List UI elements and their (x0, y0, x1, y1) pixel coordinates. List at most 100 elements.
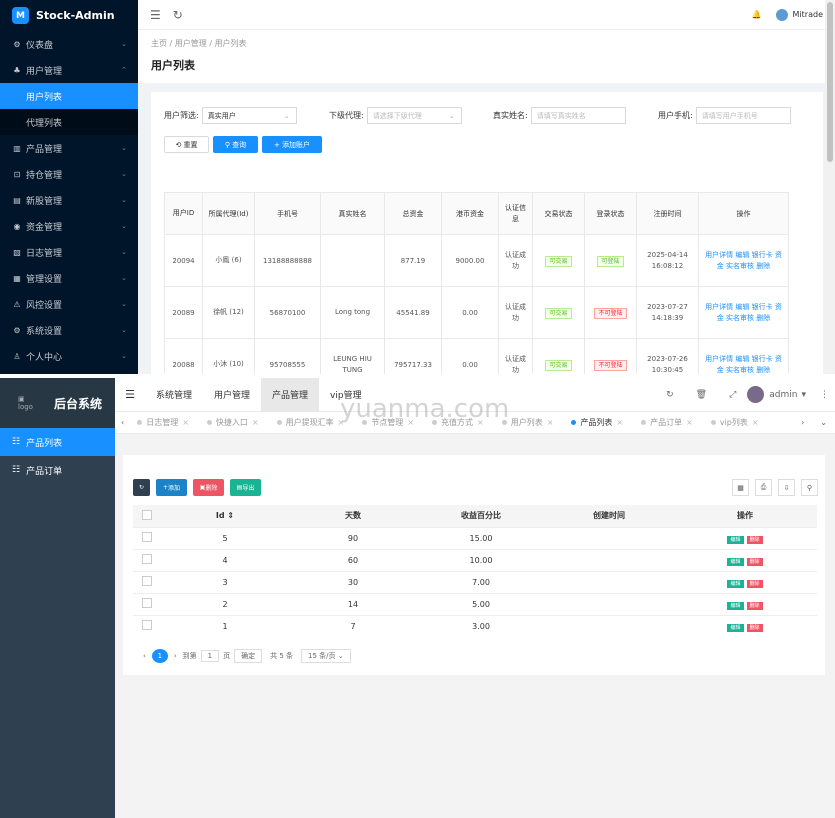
user-detail-link[interactable]: 用户详情 (705, 354, 734, 363)
select-all-checkbox[interactable] (142, 509, 152, 520)
page-number-input[interactable]: 1 (200, 650, 220, 662)
user-detail-link[interactable]: 用户详情 (705, 250, 734, 259)
row-checkbox[interactable] (142, 532, 152, 542)
sidebar-item[interactable]: ♣ 用户管理 ⌃ (0, 57, 138, 83)
phone-input[interactable]: 请填写用户手机号 (695, 107, 791, 124)
user-detail-link[interactable]: 用户详情 (705, 302, 734, 311)
refresh-icon[interactable]: ↻ (666, 389, 674, 400)
column-toggle-button[interactable]: ▦ (732, 479, 749, 496)
kyc-review-link[interactable]: 实名审核 (726, 313, 754, 322)
user-filter-select[interactable]: 真实用户 ⌄ (201, 107, 297, 124)
sidebar-item[interactable]: ⊡ 持仓管理 ⌄ (0, 161, 138, 187)
tabs-scroll-left-icon[interactable]: ‹ (121, 418, 125, 427)
delete-row-button[interactable]: 删除 (746, 601, 763, 610)
edit-button[interactable]: 编辑 (727, 535, 744, 544)
page-tab[interactable]: 充值方式 × (423, 417, 493, 428)
page-tab[interactable]: 用户提现汇率 × (268, 417, 354, 428)
bank-card-link[interactable]: 银行卡 (751, 250, 773, 259)
page-tab[interactable]: vip列表 × (702, 417, 768, 428)
delete-row-button[interactable]: 删除 (746, 535, 763, 544)
reset-button[interactable]: ⟲ 重置 (164, 136, 209, 153)
add-button[interactable]: + 添加 (156, 479, 187, 496)
prev-page-icon[interactable]: ‹ (143, 652, 146, 660)
close-icon[interactable]: × (251, 418, 259, 427)
funds-link[interactable]: 资金 (716, 354, 782, 374)
bank-card-link[interactable]: 银行卡 (751, 302, 773, 311)
more-vertical-icon[interactable]: ⋮ (820, 389, 829, 400)
delete-row-button[interactable]: 删除 (746, 623, 763, 632)
delete-link[interactable]: 删除 (756, 313, 771, 322)
close-icon[interactable]: × (407, 418, 415, 427)
menu-fold-icon[interactable]: ☰ (150, 7, 161, 22)
sort-icon[interactable]: ⇕ (224, 511, 235, 521)
sidebar-item[interactable]: ♙ 个人中心 ⌄ (0, 343, 138, 369)
sidebar-item[interactable]: ▧ 日志管理 ⌄ (0, 239, 138, 265)
sidebar-item[interactable]: ▤ 新股管理 ⌄ (0, 187, 138, 213)
close-icon[interactable]: × (477, 418, 484, 427)
top-nav-item[interactable]: 用户管理 (214, 391, 251, 401)
current-page-button[interactable]: 1 (151, 649, 168, 663)
download-button[interactable]: ⇩ (778, 479, 795, 496)
row-checkbox[interactable] (142, 620, 152, 631)
edit-link[interactable]: 编辑 (735, 250, 750, 259)
edit-button[interactable]: 编辑 (727, 623, 744, 632)
bell-icon[interactable]: 🔔 (751, 10, 762, 19)
page-tab[interactable]: 节点管理 × (353, 417, 423, 428)
close-icon[interactable]: × (751, 418, 759, 427)
edit-button[interactable]: 编辑 (727, 601, 744, 610)
refresh-table-button[interactable]: ↻ (133, 479, 150, 496)
delete-row-button[interactable]: 删除 (746, 557, 763, 566)
search-toggle-button[interactable]: ⚲ (801, 479, 818, 496)
delete-row-button[interactable]: 删除 (746, 579, 763, 588)
page-tab[interactable]: 产品列表 × (562, 417, 632, 428)
top-nav-item[interactable]: 系统管理 (156, 391, 193, 401)
kyc-review-link[interactable]: 实名审核 (726, 365, 754, 374)
edit-button[interactable]: 编辑 (727, 579, 744, 588)
print-button[interactable]: ⎙ (755, 479, 772, 496)
trash-icon[interactable]: 🗑 (695, 389, 708, 400)
sidebar-item[interactable]: ☷ 产品列表 (0, 428, 115, 456)
submenu-item[interactable]: 代理列表 (0, 109, 138, 135)
page-tab[interactable]: 日志管理 × (128, 417, 198, 428)
caret-down-icon[interactable]: ▾ (801, 389, 806, 400)
edit-link[interactable]: 编辑 (735, 354, 750, 363)
edit-link[interactable]: 编辑 (735, 302, 750, 311)
avatar[interactable] (775, 8, 788, 21)
bank-card-link[interactable]: 银行卡 (751, 354, 773, 363)
goto-confirm-button[interactable]: 确定 (234, 649, 263, 663)
top-nav-item[interactable]: vip管理 (330, 391, 362, 401)
search-button[interactable]: ⚲ 查询 (213, 136, 258, 153)
page-tab[interactable]: 快捷入口 × (198, 417, 268, 428)
admin-avatar[interactable] (747, 386, 765, 403)
sidebar-item[interactable]: ☷ 产品订单 (0, 456, 115, 484)
delete-link[interactable]: 删除 (756, 261, 771, 270)
menu-toggle-icon[interactable]: ☰ (125, 388, 135, 401)
close-icon[interactable]: × (337, 418, 345, 427)
sidebar-item[interactable]: ▦ 管理设置 ⌄ (0, 265, 138, 291)
page-tab[interactable]: 用户列表 × (493, 417, 563, 428)
sidebar-item[interactable]: ⚙ 仪表盘 ⌄ (0, 31, 138, 57)
row-checkbox[interactable] (142, 576, 152, 586)
sidebar-item[interactable]: ◉ 资金管理 ⌄ (0, 213, 138, 239)
top-nav-item[interactable]: 产品管理 (261, 378, 320, 412)
page-size-select[interactable]: 15 条/页 ⌄ (301, 649, 351, 663)
kyc-review-link[interactable]: 实名审核 (726, 261, 754, 270)
funds-link[interactable]: 资金 (716, 250, 782, 270)
close-icon[interactable]: × (182, 418, 189, 427)
delete-button[interactable]: ▣ 删除 (193, 479, 224, 496)
submenu-item[interactable]: 用户列表 (0, 83, 138, 109)
tabs-dropdown-icon[interactable]: ⌄ (820, 418, 827, 427)
scrollbar-thumb[interactable] (827, 2, 833, 162)
delete-link[interactable]: 删除 (756, 365, 771, 374)
edit-button[interactable]: 编辑 (727, 557, 744, 566)
next-page-icon[interactable]: › (173, 652, 177, 660)
page-tab[interactable]: 产品订单 × (632, 417, 702, 428)
fullscreen-icon[interactable]: ⤢ (729, 389, 737, 400)
funds-link[interactable]: 资金 (716, 302, 782, 322)
row-checkbox[interactable] (142, 598, 152, 608)
admin-username[interactable]: admin (769, 389, 798, 400)
agent-select[interactable]: 请选择下级代理 ⌄ (366, 107, 462, 124)
page-scrollbar[interactable] (825, 0, 835, 378)
close-icon[interactable]: × (616, 418, 624, 427)
sidebar-item[interactable]: ▥ 产品管理 ⌄ (0, 135, 138, 161)
